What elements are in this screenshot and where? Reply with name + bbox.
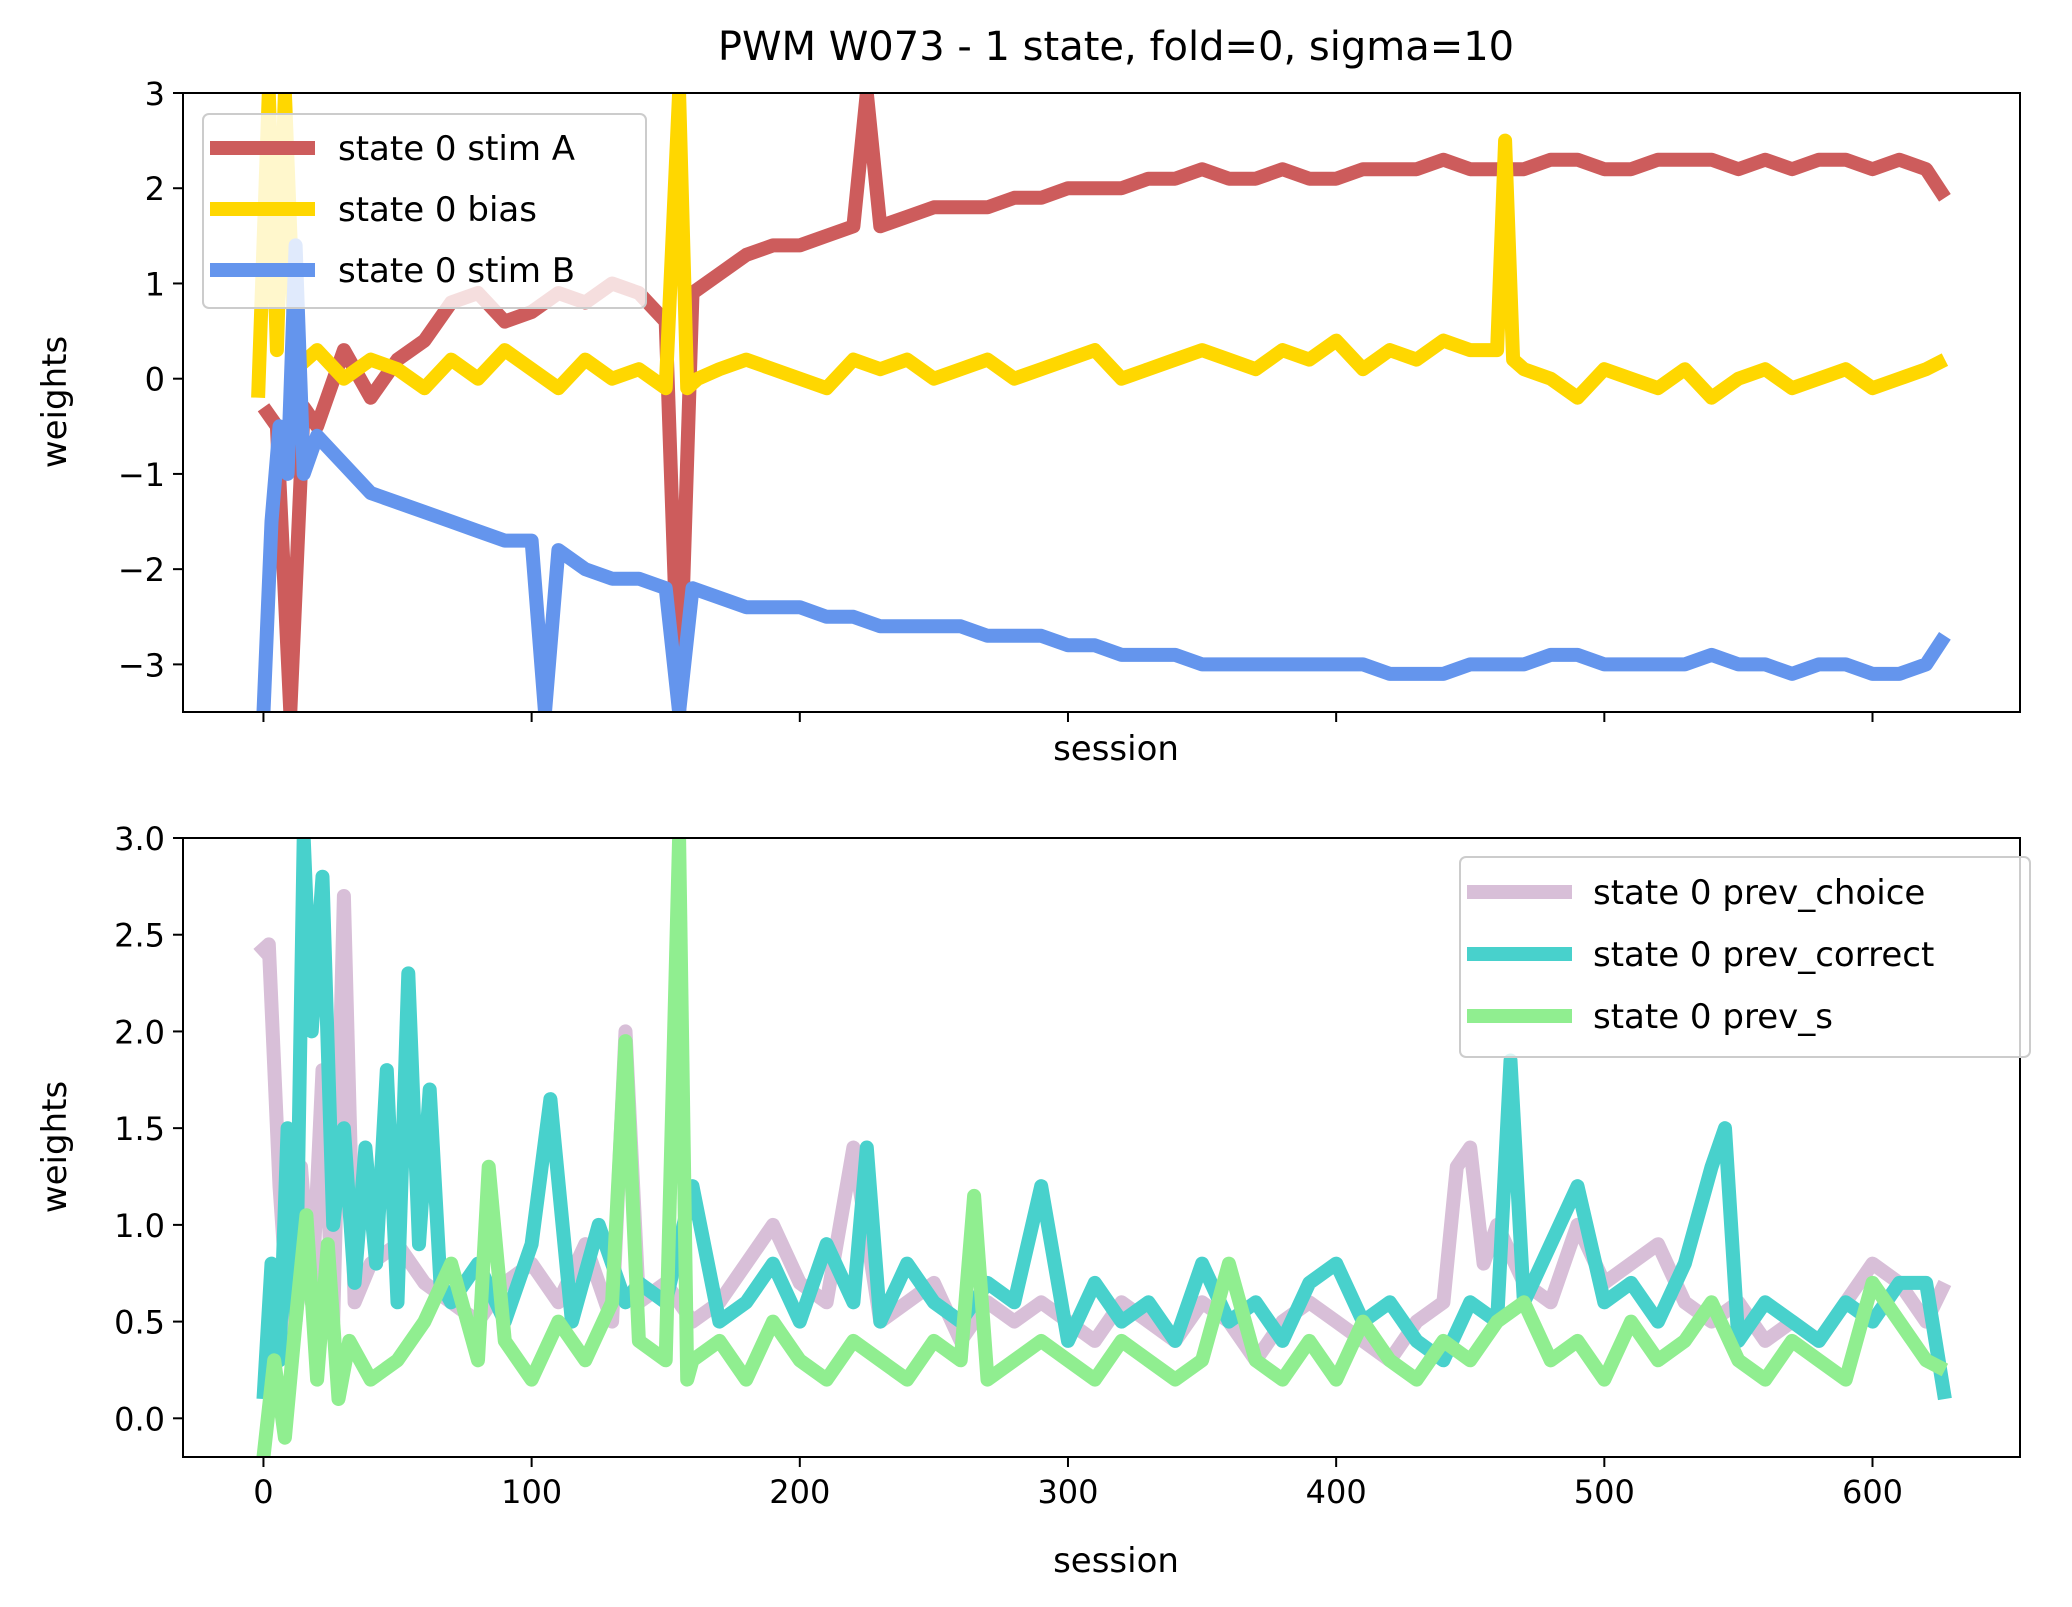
legend-label-stim-b: state 0 stim B	[338, 251, 575, 291]
y-tick-label: 1.0	[114, 1207, 165, 1245]
series-line-bias	[251, 93, 1949, 405]
legend-label-prev-correct: state 0 prev_correct	[1593, 935, 1934, 975]
y-tick-label: −1	[118, 456, 165, 494]
bottom-legend: state 0 prev_choice state 0 prev_correct…	[1459, 856, 2031, 1058]
y-tick-label: 0.0	[114, 1400, 165, 1438]
bottom-panel: 0.0 0.5 1.0 1.5 2.0 2.5 3.0 0 100 200 300 400 500 60…	[35, 820, 2031, 1581]
series-line-prev-correct	[256, 838, 1952, 1401]
y-tick-label: −3	[118, 646, 165, 684]
top-panel: −3 −2 −1 0 1 2 3 session weights state 0 stim …	[35, 75, 2021, 769]
y-tick-label: 3	[145, 75, 165, 113]
series-line-prev-s	[256, 838, 1949, 1457]
bottom-y-ticks: 0.0 0.5 1.0 1.5 2.0 2.5 3.0	[114, 820, 183, 1438]
bottom-x-ticks: 0 100 200 300 400 500 600	[253, 1457, 1903, 1511]
legend-label-stim-a: state 0 stim A	[338, 129, 575, 169]
top-x-ticks	[262, 712, 1874, 722]
y-tick-label: 2	[145, 170, 165, 208]
chart-title: PWM W073 - 1 state, fold=0, sigma=10	[718, 24, 1514, 70]
legend-label-prev-s: state 0 prev_s	[1593, 997, 1833, 1037]
bottom-x-axis-label: session	[1053, 1541, 1179, 1581]
bottom-y-axis-label: weights	[35, 1081, 75, 1213]
bottom-series-group	[253, 838, 1952, 1457]
bottom-axes-frame	[182, 837, 2021, 1458]
bottom-legend-box	[1459, 856, 2031, 1058]
series-line-prev-choice	[253, 889, 1952, 1368]
top-x-axis-label: session	[1053, 729, 1179, 769]
x-tick-label: 0	[253, 1473, 273, 1511]
series-line-stim-A	[257, 93, 1951, 712]
x-tick-label: 400	[1306, 1473, 1367, 1511]
x-tick-label: 300	[1037, 1473, 1098, 1511]
x-tick-label: 100	[501, 1473, 562, 1511]
top-legend-box	[202, 113, 647, 309]
y-tick-label: 1	[145, 265, 165, 303]
x-tick-label: 500	[1574, 1473, 1635, 1511]
y-tick-label: 2.0	[114, 1013, 165, 1051]
legend-label-prev-choice: state 0 prev_choice	[1593, 873, 1925, 913]
y-tick-label: 1.5	[114, 1110, 165, 1148]
top-y-axis-label: weights	[35, 336, 75, 468]
top-axes-frame	[182, 92, 2021, 713]
legend-label-bias: state 0 bias	[338, 190, 537, 230]
y-tick-label: 3.0	[114, 820, 165, 858]
y-tick-label: 0.5	[114, 1304, 165, 1342]
series-line-stim-B	[256, 238, 1951, 712]
y-tick-label: 2.5	[114, 917, 165, 955]
y-tick-label: 0	[145, 361, 165, 399]
y-tick-label: −2	[118, 551, 165, 589]
top-y-ticks: −3 −2 −1 0 1 2 3	[118, 75, 183, 684]
x-tick-label: 600	[1842, 1473, 1903, 1511]
top-series-group	[251, 93, 1951, 712]
x-tick-label: 200	[769, 1473, 830, 1511]
top-legend: state 0 stim A state 0 bias state 0 stim…	[202, 113, 647, 309]
